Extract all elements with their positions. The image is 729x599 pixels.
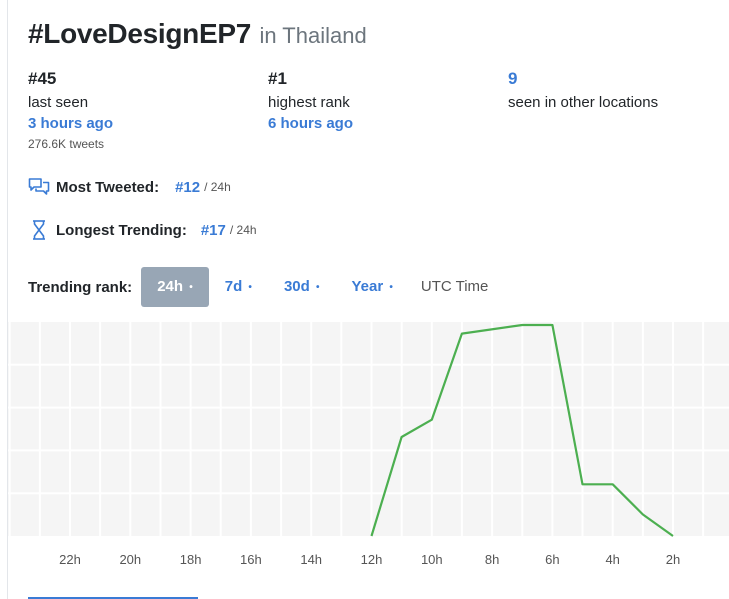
highest-rank-label: highest rank [268, 94, 350, 111]
tab-year[interactable]: Year • [335, 267, 408, 307]
stat-other-locations[interactable]: 9 seen in other locations [508, 68, 658, 115]
tab-24h-label: 24h [157, 278, 184, 295]
x-tick-label: 6h [545, 552, 559, 567]
page-title: #LoveDesignEP7 in Thailand [28, 18, 367, 50]
x-tick-label: 8h [485, 552, 499, 567]
utc-time-toggle[interactable]: UTC Time [420, 278, 489, 295]
tab-30d-dot: • [315, 282, 320, 293]
x-tick-label: 4h [605, 552, 619, 567]
location-label: in Thailand [259, 23, 367, 48]
stat-last-seen: #45 last seen 3 hours ago 276.6K tweets [28, 68, 113, 151]
tab-7d[interactable]: 7d • [209, 267, 268, 307]
most-tweeted-row: Most Tweeted: #12 / 24h [28, 176, 231, 198]
last-seen-time: 3 hours ago [28, 115, 114, 132]
x-tick-label: 18h [180, 552, 202, 567]
hourglass-icon [28, 219, 50, 241]
most-tweeted-rank[interactable]: #12 [175, 178, 201, 196]
tab-24h-dot: • [189, 282, 193, 293]
trending-rank-label: Trending rank: [28, 278, 133, 296]
last-seen-rank: #45 [28, 69, 57, 88]
x-tick-label: 22h [59, 552, 81, 567]
x-tick-label: 14h [300, 552, 322, 567]
longest-trending-label: Longest Trending: [56, 221, 187, 239]
hashtag-title: #LoveDesignEP7 [28, 18, 251, 49]
tab-30d[interactable]: 30d • [268, 267, 336, 307]
x-tick-label: 16h [240, 552, 262, 567]
last-seen-label: last seen [28, 94, 89, 111]
tab-7d-label: 7d [224, 278, 243, 295]
tab-year-label: Year [351, 278, 384, 295]
tab-30d-label: 30d [283, 278, 310, 295]
x-tick-label: 2h [666, 552, 680, 567]
tab-24h[interactable]: 24h • [141, 267, 209, 307]
x-tick-label: 10h [421, 552, 443, 567]
tab-year-dot: • [389, 282, 393, 293]
most-tweeted-label: Most Tweeted: [56, 178, 160, 196]
page-left-border [7, 0, 8, 599]
highest-rank-value: #1 [268, 69, 287, 88]
bottom-button-edge[interactable] [28, 597, 198, 599]
chat-bubbles-icon [28, 176, 50, 198]
chart-plot-background [8, 322, 729, 536]
most-tweeted-period: / 24h [204, 180, 231, 194]
longest-trending-period: / 24h [229, 223, 257, 237]
trending-rank-chart: 22h 20h 18h 16h 14h 12h 10h 8h 6h 4h 2h [8, 322, 729, 567]
other-locations-count[interactable]: 9 [508, 69, 518, 88]
longest-trending-rank[interactable]: #17 [200, 221, 226, 239]
chart-series-line [370, 323, 674, 537]
x-tick-label: 20h [119, 552, 141, 567]
tweet-count: 276.6K tweets [28, 137, 105, 151]
x-tick-label: 12h [361, 552, 383, 567]
longest-trending-row: Longest Trending: #17 / 24h [28, 219, 257, 241]
trending-rank-controls: Trending rank: 24h • 7d • 30d • Year • U… [28, 267, 500, 307]
highest-rank-time: 6 hours ago [268, 115, 354, 132]
stat-highest-rank: #1 highest rank 6 hours ago [268, 68, 353, 132]
tab-7d-dot: • [248, 282, 252, 293]
other-locations-label: seen in other locations [508, 94, 659, 111]
